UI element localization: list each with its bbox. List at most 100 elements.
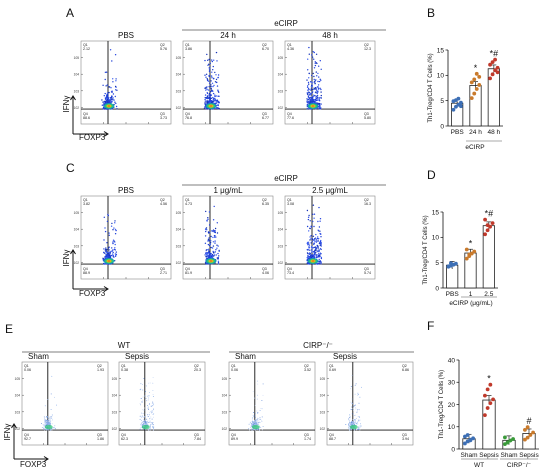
quadrant-q4-label: Q4 [83, 267, 88, 271]
event-dot [250, 421, 252, 423]
event-dot [152, 382, 154, 384]
event-dot [152, 429, 154, 431]
event-dot [114, 220, 116, 222]
event-dot [143, 424, 145, 425]
y-tick-label: 104 [176, 228, 182, 232]
event-dot [216, 100, 219, 102]
event-dot [112, 97, 114, 99]
event-dot [212, 229, 215, 231]
event-dot [110, 254, 113, 257]
event-dot [307, 254, 309, 257]
event-dot [206, 100, 208, 102]
event-dot [355, 423, 357, 425]
event-dot [252, 420, 254, 422]
event-dot [350, 386, 352, 388]
event-dot [217, 95, 219, 97]
quadrant-q4-label: Q4 [287, 112, 292, 116]
event-dot [145, 413, 146, 415]
event-dot [315, 87, 317, 89]
event-dot [207, 240, 209, 242]
event-dot [313, 94, 315, 96]
event-dot [50, 420, 52, 422]
event-dot [307, 263, 310, 265]
event-dot [253, 416, 255, 418]
event-dot [315, 95, 318, 98]
event-dot [313, 87, 315, 89]
event-dot [112, 254, 114, 257]
event-dot [142, 412, 144, 414]
event-dot [251, 428, 253, 430]
event-dot [212, 99, 214, 101]
event-dot [311, 56, 314, 58]
event-dot [46, 416, 47, 418]
event-dot [108, 234, 111, 236]
event-dot [353, 423, 354, 425]
event-dot [252, 418, 254, 420]
event-dot [360, 424, 362, 426]
event-dot [259, 419, 261, 421]
event-dot [116, 89, 118, 92]
y-tick-label: 102 [176, 261, 182, 265]
event-dot [56, 404, 57, 406]
event-dot [212, 236, 214, 239]
event-dot [52, 419, 53, 421]
event-dot [354, 421, 356, 423]
event-dot [356, 428, 358, 430]
event-dot [351, 402, 353, 404]
event-dot [307, 87, 310, 90]
event-dot [308, 53, 310, 55]
event-dot [261, 429, 263, 431]
event-dot [208, 86, 210, 88]
event-dot [217, 261, 220, 264]
event-dot [104, 230, 107, 233]
event-dot [208, 251, 211, 254]
event-dot [310, 100, 312, 103]
event-dot [257, 423, 259, 425]
event-dot [101, 99, 103, 101]
event-dot [354, 404, 356, 406]
event-dot [207, 96, 209, 98]
event-dot [352, 422, 354, 424]
event-dot [306, 98, 308, 100]
quadrant-q4-label: Q4 [231, 433, 236, 437]
event-dot [150, 428, 152, 430]
event-dot [207, 218, 209, 220]
event-dot [114, 228, 117, 231]
event-dot [314, 82, 316, 85]
y-axis-arrow-head [70, 249, 76, 255]
event-dot [209, 100, 211, 103]
event-dot [250, 422, 252, 424]
flow-plot-title: 48 h [322, 31, 338, 40]
event-dot [149, 426, 151, 428]
x-axis-arrow-head [103, 286, 109, 292]
event-dot [51, 375, 53, 377]
event-dot [104, 97, 107, 99]
event-dot [359, 428, 361, 430]
data-point [493, 57, 497, 62]
event-dot [316, 256, 318, 259]
event-dot [348, 420, 350, 421]
event-dot [46, 415, 48, 417]
y-tick-label: 104 [320, 394, 326, 398]
event-dot [212, 255, 215, 257]
event-dot [351, 413, 353, 415]
event-dot [106, 257, 108, 259]
y-tick-label: 105 [112, 377, 118, 381]
plot-frame [118, 361, 206, 446]
y-tick-label: 105 [320, 377, 326, 381]
event-dot [261, 421, 263, 423]
event-dot [212, 90, 214, 92]
quadrant-q4-label: 62.3 [121, 437, 128, 441]
event-dot [316, 99, 319, 102]
event-dot [257, 417, 258, 419]
event-dot [312, 220, 314, 223]
event-dot [320, 97, 322, 99]
event-dot [248, 429, 250, 431]
event-dot [146, 400, 148, 402]
event-dot [103, 95, 106, 97]
event-dot [146, 395, 148, 397]
plot-frame [284, 195, 376, 280]
event-dot [147, 416, 149, 417]
event-dot [319, 97, 321, 99]
event-dot [208, 97, 210, 100]
